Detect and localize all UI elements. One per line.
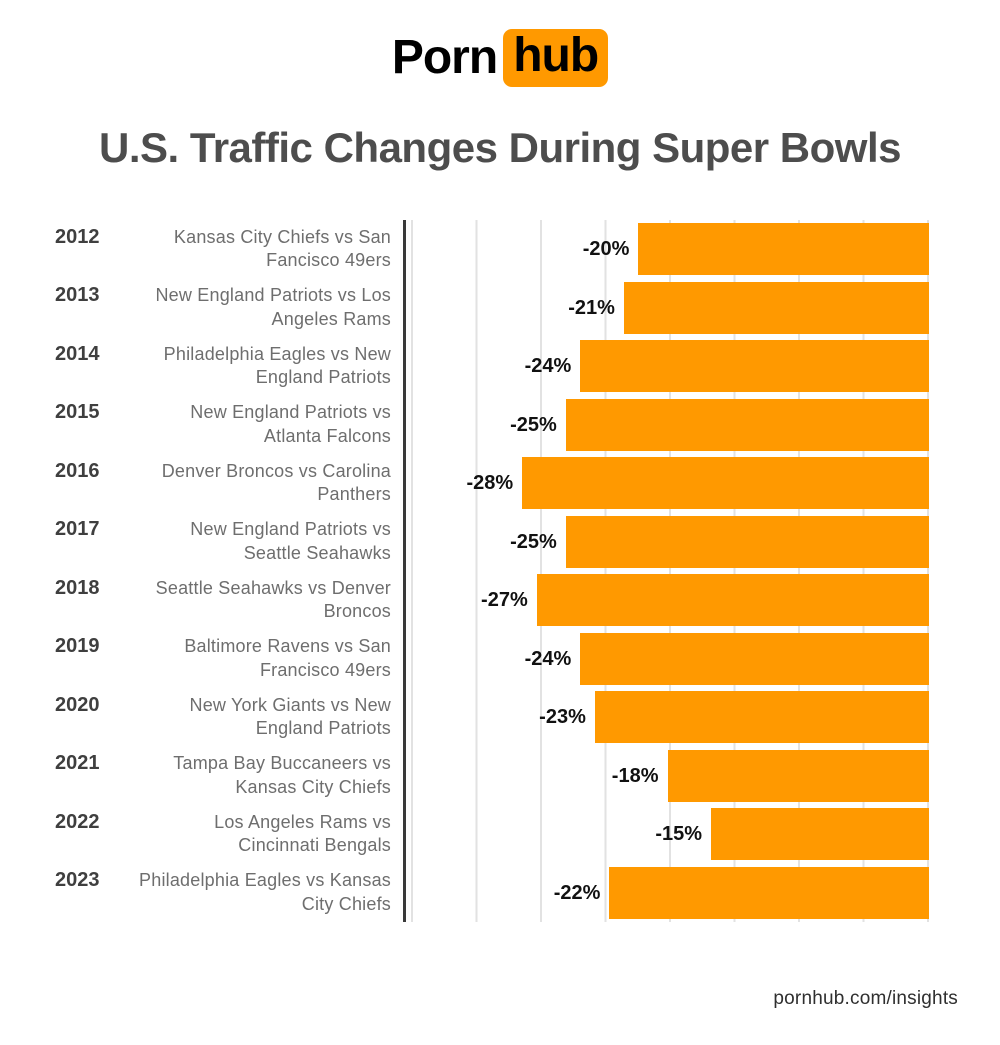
year-label: 2015: [55, 401, 100, 424]
bar-row: -15%: [406, 805, 929, 864]
chart-row-label: 2018 Seattle Seahawks vs Denver Broncos: [55, 571, 403, 630]
chart-row-label: 2016 Denver Broncos vs Carolina Panthers: [55, 454, 403, 513]
matchup-label: Kansas City Chiefs vs San Fancisco 49ers: [173, 226, 391, 271]
bar-value-label: -24%: [524, 355, 572, 378]
bar-value-label: -22%: [553, 881, 601, 904]
year-label: 2012: [55, 225, 100, 248]
chart-row-label: 2012 Kansas City Chiefs vs San Fancisco 4…: [55, 220, 403, 279]
bar-value-label: -15%: [655, 823, 703, 846]
pornhub-logo: Porn hub: [0, 29, 1000, 87]
bar-value-label: -20%: [582, 238, 630, 261]
bar-row: -28%: [406, 454, 929, 513]
bar: [522, 457, 929, 510]
bar-value-label: -18%: [611, 764, 659, 787]
chart-row-label: 2019 Baltimore Ravens vs San Francisco 49…: [55, 630, 403, 689]
chart-row-labels: 2012 Kansas City Chiefs vs San Fancisco 4…: [55, 220, 403, 922]
bar-row: -22%: [406, 864, 929, 923]
bar: [565, 515, 929, 568]
bar-value-label: -27%: [481, 589, 528, 612]
year-label: 2016: [55, 459, 100, 482]
year-label: 2013: [55, 284, 100, 307]
bar-value-label: -23%: [539, 706, 586, 729]
bar: [638, 223, 929, 276]
bar-row: -20%: [406, 220, 929, 279]
matchup-label: Philadelphia Eagles vs New England Patri…: [163, 343, 391, 388]
logo-text-hub: hub: [503, 29, 609, 87]
year-label: 2020: [55, 693, 100, 716]
chart-row-label: 2017 New England Patriots vs Seattle Seah…: [55, 513, 403, 572]
bar-row: -24%: [406, 337, 929, 396]
chart-row-label: 2023 Philadelphia Eagles vs Kansas City C…: [55, 864, 403, 923]
chart-row-label: 2020 New York Giants vs New England Patri…: [55, 688, 403, 747]
chart-plot: -20% -21% -24% -25% -28% -25% -27% -24% -23% -18%…: [403, 220, 929, 922]
bar-row: -24%: [406, 630, 929, 689]
matchup-label: Philadelphia Eagles vs Kansas City Chief…: [139, 870, 391, 914]
matchup-label: New England Patriots vs Los Angeles Rams: [155, 285, 391, 329]
bar: [623, 281, 929, 334]
year-label: 2014: [55, 342, 100, 365]
chart-row-label: 2022 Los Angeles Rams vs Cincinnati Benga…: [55, 805, 403, 864]
bar: [580, 632, 929, 685]
matchup-label: New York Giants vs New England Patriots: [189, 694, 391, 739]
bar-row: -23%: [406, 688, 929, 747]
matchup-label: Baltimore Ravens vs San Francisco 49ers: [184, 636, 391, 680]
bar-value-label: -25%: [510, 413, 557, 436]
year-label: 2022: [55, 810, 100, 833]
matchup-label: New England Patriots vs Atlanta Falcons: [190, 402, 391, 446]
year-label: 2017: [55, 518, 100, 541]
bar: [580, 340, 929, 393]
logo-text-porn: Porn: [391, 31, 498, 84]
chart-row-label: 2014 Philadelphia Eagles vs New England P…: [55, 337, 403, 396]
bar: [667, 749, 929, 802]
matchup-label: Los Angeles Rams vs Cincinnati Bengals: [214, 811, 391, 856]
bar: [565, 398, 929, 451]
matchup-label: New England Patriots vs Seattle Seahawks: [190, 519, 391, 563]
bar-value-label: -25%: [510, 530, 557, 553]
year-label: 2018: [55, 576, 100, 599]
year-label: 2021: [55, 752, 100, 775]
bar-value-label: -21%: [568, 296, 615, 319]
bar-row: -25%: [406, 396, 929, 455]
bar-value-label: -28%: [466, 472, 514, 495]
bar-value-label: -24%: [524, 647, 572, 670]
bar: [594, 691, 929, 744]
page-title: U.S. Traffic Changes During Super Bowls: [99, 124, 901, 171]
bar: [609, 866, 929, 919]
chart-row-label: 2021 Tampa Bay Buccaneers vs Kansas City …: [55, 747, 403, 806]
year-label: 2023: [55, 869, 100, 892]
matchup-label: Tampa Bay Buccaneers vs Kansas City Chie…: [173, 753, 391, 797]
bar-row: -25%: [406, 513, 929, 572]
bar-chart: 2012 Kansas City Chiefs vs San Fancisco 4…: [55, 220, 929, 922]
bar-row: -27%: [406, 571, 929, 630]
year-label: 2019: [55, 635, 100, 658]
bar-row: -18%: [406, 747, 929, 806]
matchup-label: Denver Broncos vs Carolina Panthers: [161, 460, 391, 505]
insights-url: pornhub.com/insights: [773, 988, 958, 1009]
bar: [711, 808, 929, 861]
bar-row: -21%: [406, 279, 929, 338]
bar: [536, 574, 929, 627]
chart-row-label: 2015 New England Patriots vs Atlanta Falc…: [55, 396, 403, 455]
matchup-label: Seattle Seahawks vs Denver Broncos: [155, 577, 391, 622]
chart-row-label: 2013 New England Patriots vs Los Angeles …: [55, 279, 403, 338]
